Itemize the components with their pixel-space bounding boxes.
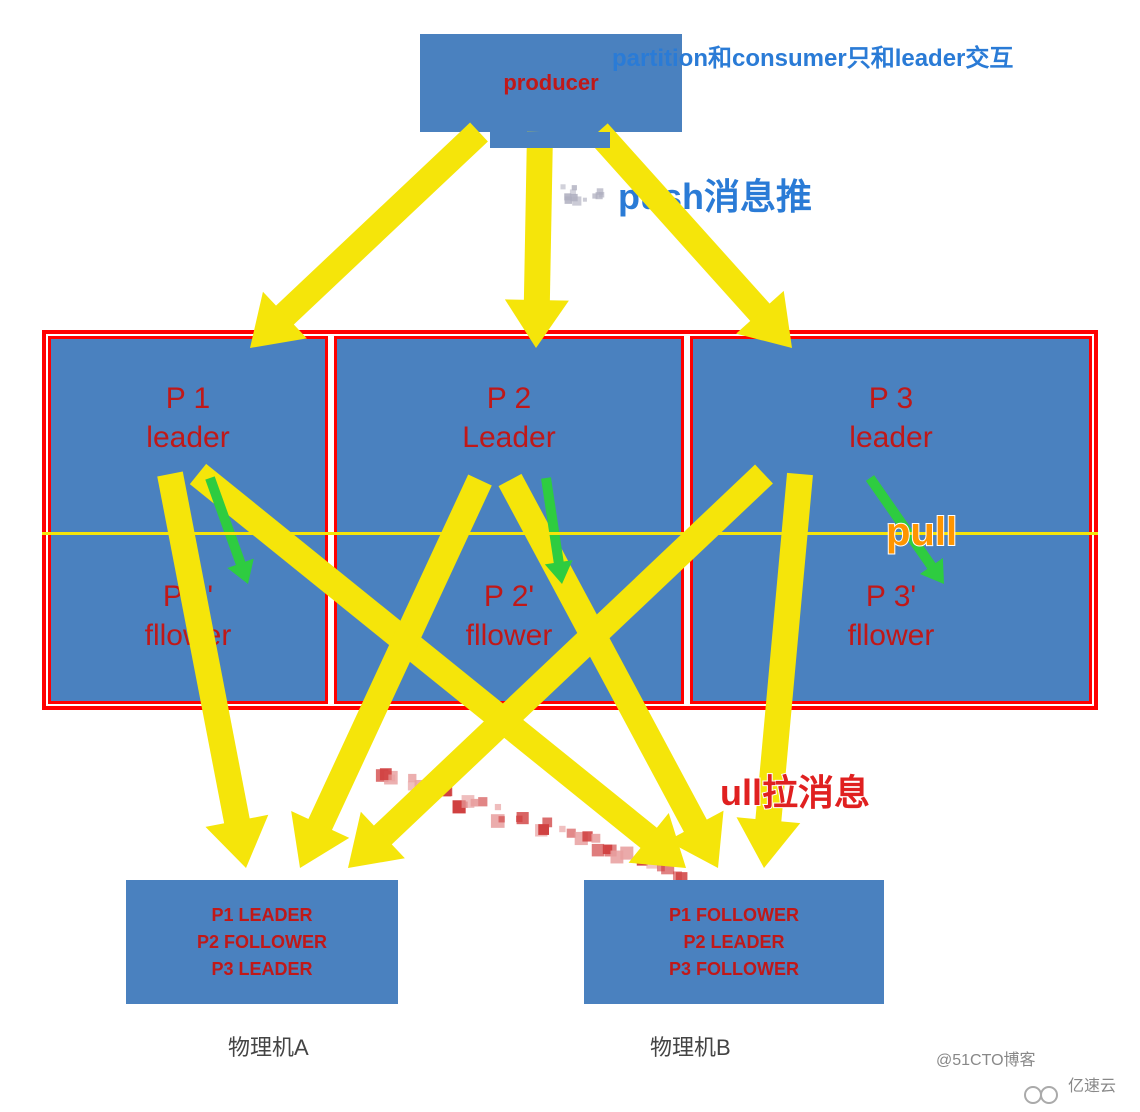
machine-label-A: 物理机A xyxy=(228,1030,309,1062)
watermark-icon xyxy=(1022,1084,1064,1111)
partition-p2: P 2Leader P 2'fllower xyxy=(334,336,684,704)
partition-leader-label: P 3leader xyxy=(693,379,1089,457)
partition-leader-label: P 1leader xyxy=(51,379,325,457)
partition-p1: P 1leader P 1'fllower xyxy=(48,336,328,704)
pull-message-label: ull拉消息 xyxy=(720,764,870,816)
partition-follower-label: P 2'fllower xyxy=(337,577,681,655)
partition-leader-label: P 2Leader xyxy=(337,379,681,457)
partition-follower-label: P 1'fllower xyxy=(51,577,325,655)
push-label: push消息推 xyxy=(618,168,812,220)
machine-B: P1 FOLLOWERP2 LEADERP3 FOLLOWER xyxy=(584,880,884,1004)
partition-follower-label: P 3'fllower xyxy=(693,577,1089,655)
pull-label: pull xyxy=(886,510,957,555)
machine-label-B: 物理机B xyxy=(650,1030,731,1062)
producer-tab xyxy=(490,132,610,148)
machine-A: P1 LEADERP2 FOLLOWERP3 LEADER xyxy=(126,880,398,1004)
watermark-text: @51CTO博客 xyxy=(936,1046,1036,1070)
producer-label: producer xyxy=(503,70,598,96)
watermark-text: 亿速云 xyxy=(1068,1072,1116,1096)
title-note: partition和consumer只和leader交互 xyxy=(612,38,1013,73)
